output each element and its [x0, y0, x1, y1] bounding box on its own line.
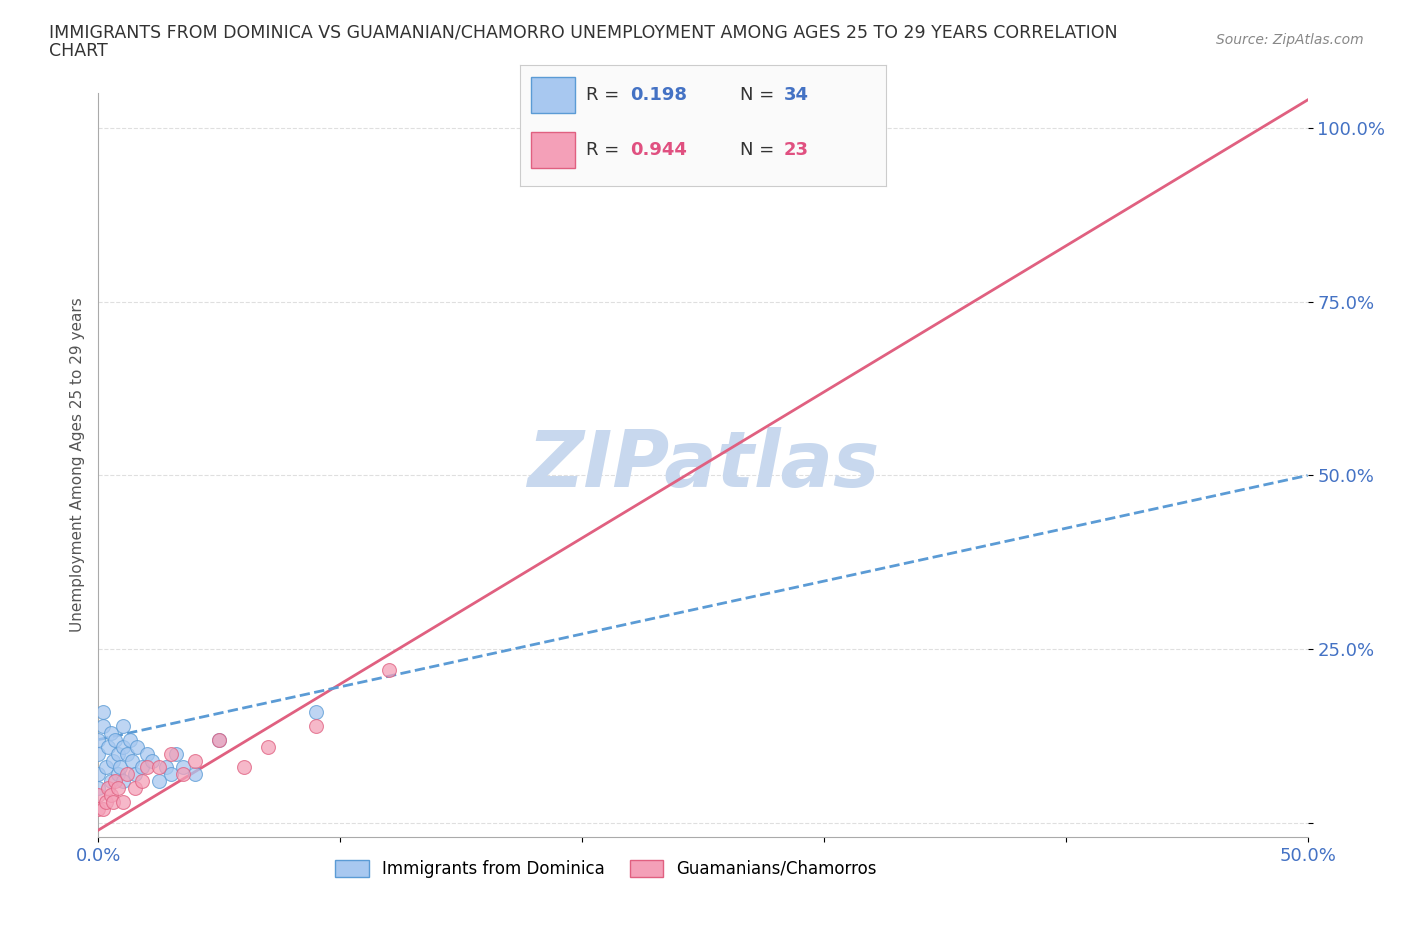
Point: [111, 774, 134, 789]
Text: R =: R =: [586, 140, 619, 159]
Point: [97, 739, 120, 754]
Point: [172, 767, 194, 782]
Bar: [531, 77, 575, 113]
Point: [87, 767, 110, 782]
Point: [160, 746, 183, 761]
Text: R =: R =: [586, 86, 619, 104]
Point: [91, 802, 114, 817]
Point: [148, 774, 170, 789]
Point: [160, 767, 183, 782]
Point: [184, 753, 207, 768]
Point: [100, 725, 122, 740]
Point: [131, 774, 153, 789]
Point: [87, 788, 110, 803]
Point: [117, 767, 139, 782]
Text: N =: N =: [740, 140, 773, 159]
Point: [101, 753, 124, 768]
Point: [101, 795, 124, 810]
Point: [118, 732, 141, 747]
Point: [131, 760, 153, 775]
Legend: Immigrants from Dominica, Guamanians/Chamorros: Immigrants from Dominica, Guamanians/Cha…: [329, 853, 884, 884]
Point: [97, 781, 120, 796]
Point: [111, 718, 134, 733]
Point: [208, 732, 231, 747]
Text: 34: 34: [783, 86, 808, 104]
Point: [232, 760, 254, 775]
Point: [94, 795, 117, 810]
Point: [305, 704, 328, 719]
Point: [121, 753, 143, 768]
Text: N =: N =: [740, 86, 773, 104]
Text: CHART: CHART: [49, 42, 108, 60]
Point: [107, 767, 129, 782]
Point: [87, 746, 110, 761]
Point: [87, 732, 110, 747]
Text: 0.198: 0.198: [630, 86, 688, 104]
Point: [91, 704, 114, 719]
Point: [104, 774, 127, 789]
Point: [100, 788, 122, 803]
Point: [124, 781, 146, 796]
Point: [124, 767, 146, 782]
Text: Source: ZipAtlas.com: Source: ZipAtlas.com: [1216, 33, 1364, 46]
Point: [107, 781, 129, 796]
Point: [155, 760, 177, 775]
Point: [94, 760, 117, 775]
Point: [135, 746, 157, 761]
Point: [208, 732, 231, 747]
Text: 0.944: 0.944: [630, 140, 686, 159]
Point: [135, 760, 157, 775]
Point: [117, 746, 139, 761]
Point: [141, 753, 163, 768]
Point: [108, 760, 131, 775]
Point: [148, 760, 170, 775]
Point: [111, 795, 134, 810]
Point: [87, 781, 110, 796]
Point: [100, 774, 122, 789]
Point: [87, 802, 110, 817]
Point: [256, 739, 278, 754]
Point: [305, 718, 328, 733]
Point: [165, 746, 187, 761]
Bar: [531, 132, 575, 168]
Point: [107, 746, 129, 761]
Text: ZIPatlas: ZIPatlas: [527, 427, 879, 503]
Text: IMMIGRANTS FROM DOMINICA VS GUAMANIAN/CHAMORRO UNEMPLOYMENT AMONG AGES 25 TO 29 : IMMIGRANTS FROM DOMINICA VS GUAMANIAN/CH…: [49, 23, 1118, 41]
Text: 23: 23: [783, 140, 808, 159]
Point: [127, 739, 149, 754]
Point: [184, 767, 207, 782]
Y-axis label: Unemployment Among Ages 25 to 29 years: Unemployment Among Ages 25 to 29 years: [69, 298, 84, 632]
Point: [377, 663, 399, 678]
Point: [172, 760, 194, 775]
Point: [91, 718, 114, 733]
Point: [104, 732, 127, 747]
Point: [111, 739, 134, 754]
